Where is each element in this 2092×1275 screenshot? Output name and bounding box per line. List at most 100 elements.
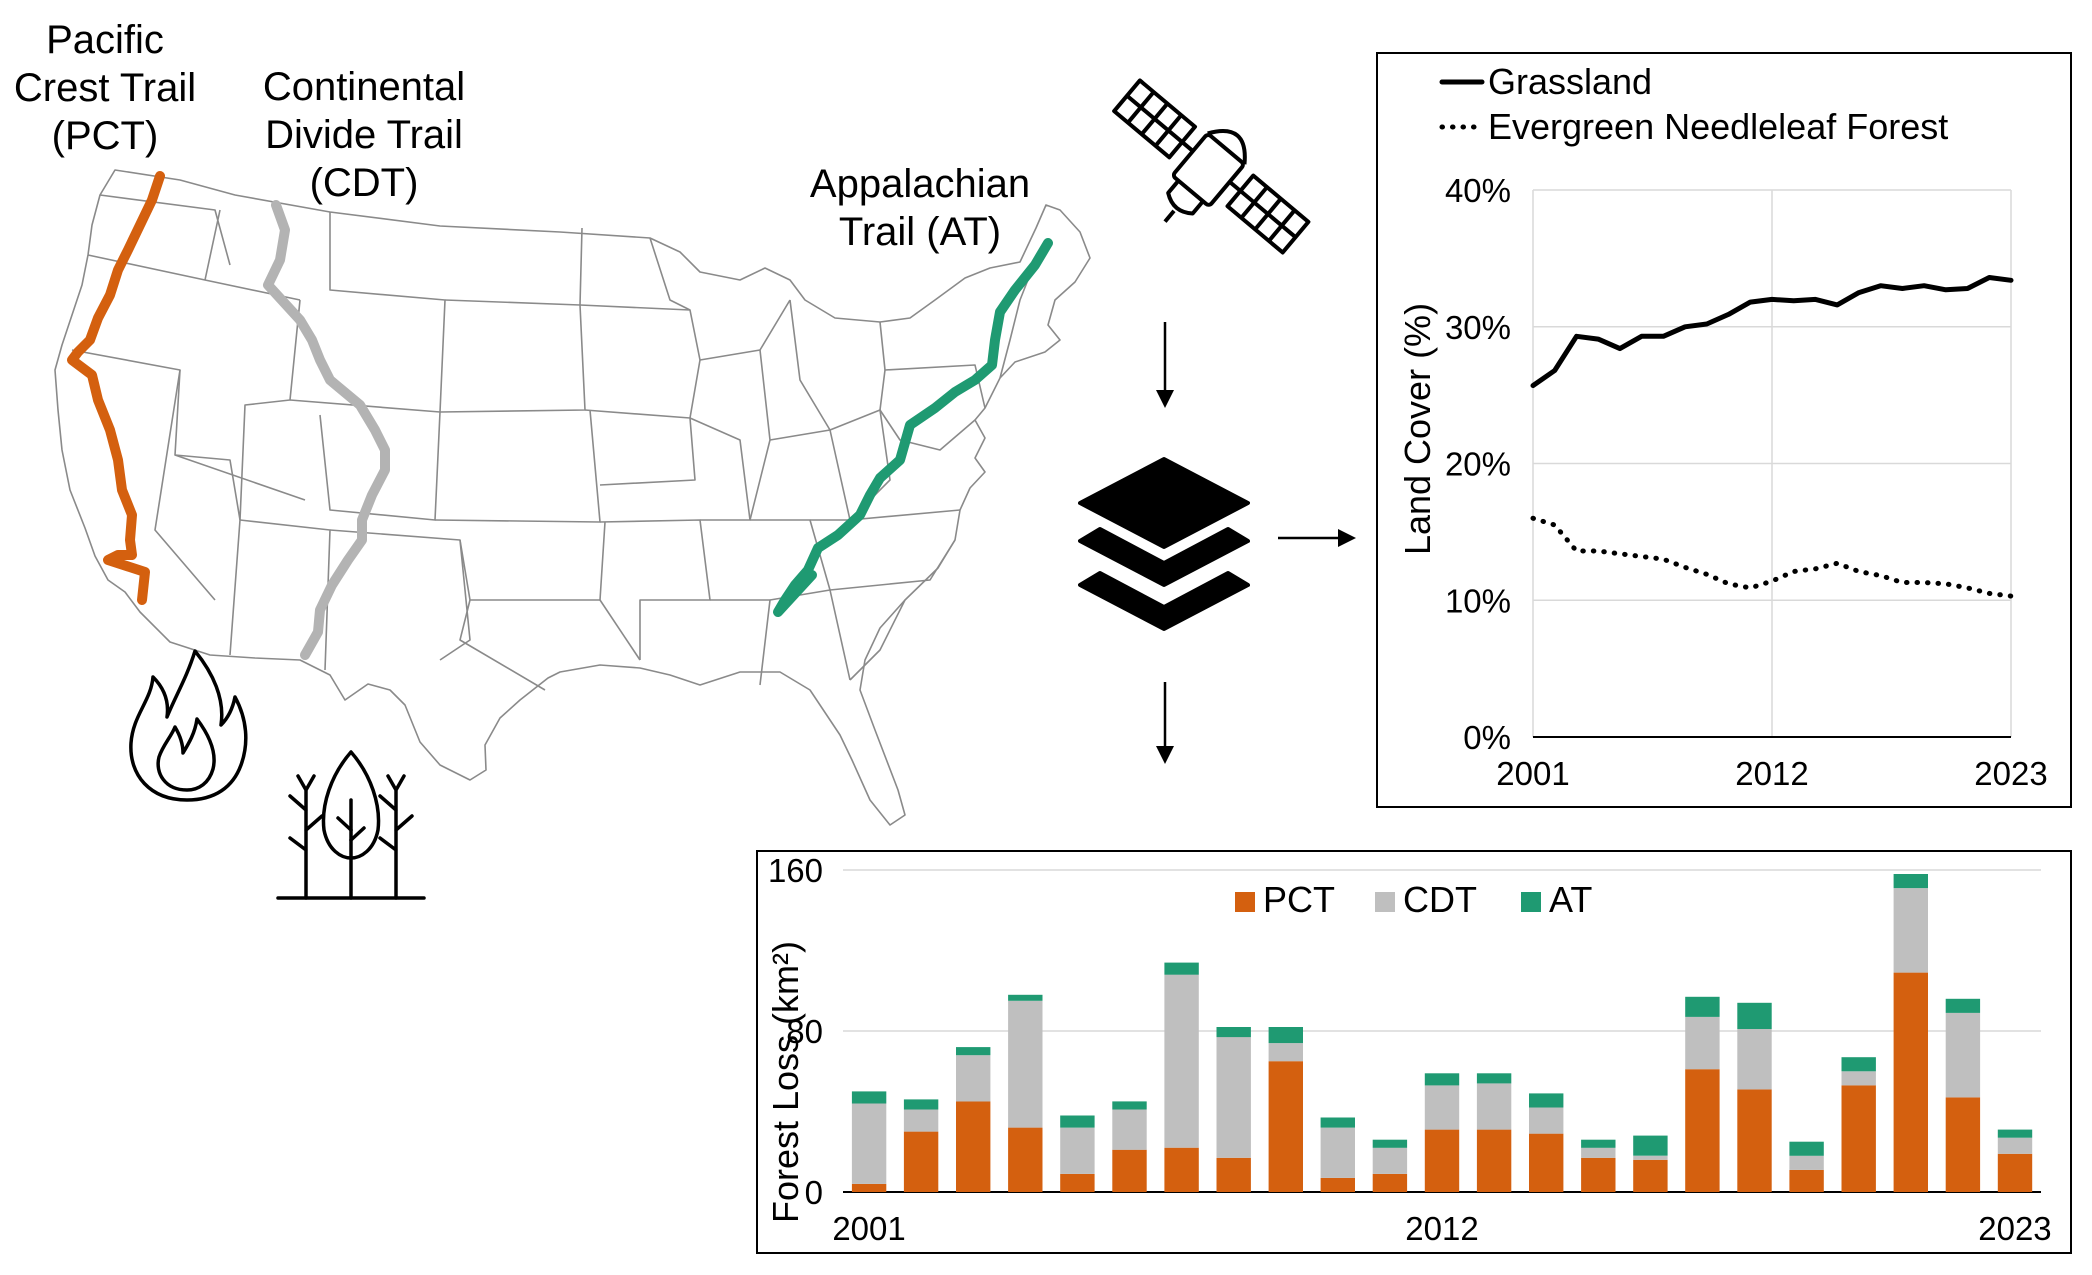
bar-at-2009 xyxy=(1268,1027,1303,1044)
trail-at-line xyxy=(773,238,1053,617)
bar-cdt-2008 xyxy=(1216,1037,1251,1158)
bar-cdt-2019 xyxy=(1789,1155,1824,1170)
bar-pct-2011 xyxy=(1372,1173,1408,1192)
legend-label: Grassland xyxy=(1488,61,1652,102)
x-tick-label: 2012 xyxy=(1405,1210,1478,1247)
y-tick-label: 10% xyxy=(1445,582,1511,619)
x-tick-label: 2023 xyxy=(1974,755,2047,792)
y-tick-label: 20% xyxy=(1445,446,1511,483)
bar-at-2010 xyxy=(1320,1117,1355,1128)
bar-at-2008 xyxy=(1216,1027,1251,1038)
bar-cdt-2002 xyxy=(903,1109,939,1132)
bar-cdt-2003 xyxy=(956,1055,991,1102)
cdt-label: Continental Divide Trail (CDT) xyxy=(262,65,466,205)
bar-cdt-2016 xyxy=(1633,1155,1668,1160)
bar-pct-2020 xyxy=(1841,1085,1876,1192)
land-cover-chart: 0% 10% 20% 30% 40% 2001 2012 2023 GrasslandEver… xyxy=(1397,61,2048,792)
arrow-right-icon xyxy=(1278,529,1356,547)
bar-at-2003 xyxy=(956,1047,991,1056)
bar-cdt-2005 xyxy=(1060,1127,1095,1174)
bar-pct-2002 xyxy=(903,1131,939,1192)
bar-cdt-2015 xyxy=(1581,1147,1616,1158)
bar-cdt-2009 xyxy=(1268,1043,1303,1062)
pct-label: Pacific Crest Trail (PCT) xyxy=(13,18,197,158)
layers-icon xyxy=(1078,457,1250,631)
legend-label: AT xyxy=(1549,879,1592,920)
arrow-down-icon xyxy=(1156,682,1174,764)
trail-pct-line xyxy=(67,171,165,605)
bar-at-2002 xyxy=(903,1099,939,1110)
series-line-grassland xyxy=(1530,275,2014,389)
bar-cdt-2012 xyxy=(1424,1085,1460,1130)
y-tick-label: 30% xyxy=(1445,309,1511,346)
bar-cdt-2004 xyxy=(1008,1000,1043,1128)
bar-pct-2008 xyxy=(1216,1157,1251,1192)
bar-pct-2014 xyxy=(1529,1133,1564,1192)
trail-cdt-line xyxy=(263,200,390,660)
legend-label: CDT xyxy=(1403,879,1477,920)
bar-cdt-2023 xyxy=(1997,1137,2033,1154)
legend-swatch xyxy=(1521,892,1541,912)
us-map xyxy=(54,169,1091,826)
bar-pct-2015 xyxy=(1581,1157,1616,1192)
bar-pct-2017 xyxy=(1685,1069,1720,1192)
y-tick-label: 0% xyxy=(1463,719,1511,756)
y-tick-label: 0 xyxy=(805,1174,823,1211)
bar-at-2014 xyxy=(1529,1093,1564,1108)
legend-label: Evergreen Needleleaf Forest xyxy=(1488,106,1948,147)
bar-at-2007 xyxy=(1164,962,1199,975)
bar-at-2018 xyxy=(1737,1002,1772,1029)
bar-cdt-2018 xyxy=(1737,1029,1772,1090)
bar-at-2016 xyxy=(1633,1135,1668,1156)
bar-at-2006 xyxy=(1112,1101,1147,1110)
bar-pct-2009 xyxy=(1268,1061,1303,1192)
bar-pct-2001 xyxy=(851,1183,887,1192)
bar-cdt-2011 xyxy=(1372,1147,1408,1174)
bar-at-2004 xyxy=(1008,994,1043,1001)
x-tick-label: 2023 xyxy=(1978,1210,2051,1247)
x-tick-label: 2012 xyxy=(1735,755,1808,792)
land-cover-panel: 0% 10% 20% 30% 40% 2001 2012 2023 Grassland Ever… xyxy=(1376,52,2072,808)
satellite-icon xyxy=(1112,78,1311,255)
x-tick-label: 2001 xyxy=(832,1210,905,1247)
arrow-down-icon xyxy=(1156,322,1174,408)
bar-cdt-2010 xyxy=(1320,1127,1355,1178)
bar-pct-2021 xyxy=(1893,972,1928,1192)
y-tick-label: 80 xyxy=(786,1013,823,1050)
bar-pct-2012 xyxy=(1424,1129,1460,1192)
bar-pct-2005 xyxy=(1060,1173,1095,1192)
bar-cdt-2017 xyxy=(1685,1016,1720,1070)
bar-cdt-2022 xyxy=(1945,1012,1981,1098)
bar-pct-2010 xyxy=(1320,1177,1355,1192)
y-axis-label: Forest Loss (km²) xyxy=(765,941,806,1223)
bar-pct-2023 xyxy=(1997,1153,2033,1192)
y-tick-label: 160 xyxy=(768,852,823,889)
bar-at-2001 xyxy=(851,1091,887,1104)
bar-cdt-2001 xyxy=(851,1103,887,1184)
legend-swatch xyxy=(1235,892,1255,912)
bar-at-2012 xyxy=(1424,1073,1460,1086)
y-tick-label: 40% xyxy=(1445,172,1511,209)
bar-cdt-2021 xyxy=(1893,888,1928,973)
forest-icon xyxy=(276,750,426,900)
forest-loss-panel: 0 80 160 2001 2012 2023 PCT CDT AT Forest Loss … xyxy=(756,850,2072,1254)
bar-cdt-2014 xyxy=(1529,1107,1564,1134)
bar-at-2005 xyxy=(1060,1115,1095,1128)
bar-pct-2004 xyxy=(1008,1127,1043,1192)
y-axis-label: Land Cover (%) xyxy=(1397,303,1438,555)
bar-at-2022 xyxy=(1945,998,1981,1013)
bar-pct-2003 xyxy=(956,1101,991,1192)
bar-cdt-2006 xyxy=(1112,1109,1147,1150)
bar-cdt-2020 xyxy=(1841,1071,1876,1086)
bar-cdt-2007 xyxy=(1164,974,1199,1148)
bar-pct-2016 xyxy=(1633,1159,1668,1192)
bar-at-2023 xyxy=(1997,1129,2033,1138)
at-label: Appalachian Trail (AT) xyxy=(809,162,1031,254)
bar-at-2017 xyxy=(1685,996,1720,1017)
bar-pct-2018 xyxy=(1737,1089,1772,1192)
bar-at-2021 xyxy=(1893,874,1928,889)
forest-loss-chart: 0 80 160 2001 2012 2023 PCT CDT AT Forest Loss … xyxy=(765,852,2052,1247)
bar-at-2020 xyxy=(1841,1057,1876,1072)
bar-pct-2019 xyxy=(1789,1169,1824,1192)
bar-pct-2022 xyxy=(1945,1097,1981,1192)
